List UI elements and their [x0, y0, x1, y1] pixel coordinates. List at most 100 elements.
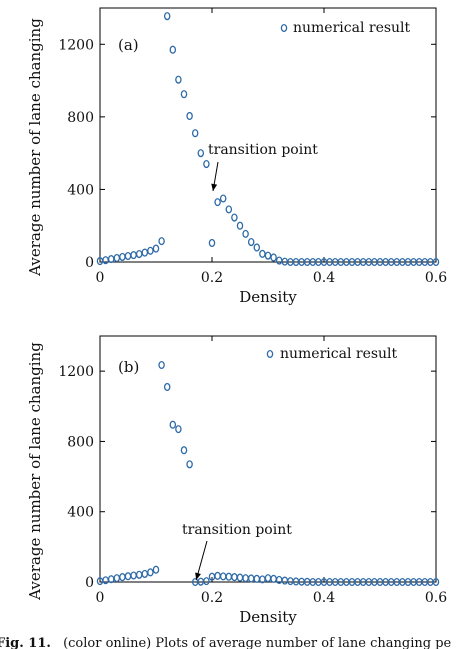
data-point — [141, 248, 149, 257]
data-point — [180, 90, 188, 99]
data-point — [135, 570, 143, 579]
data-point — [264, 574, 272, 583]
data-point — [130, 251, 137, 260]
y-axis-label: Average number of lane changing — [26, 18, 44, 277]
data-point — [130, 571, 137, 580]
x-tick-label: 0 — [96, 270, 105, 286]
y-tick-label: 0 — [85, 255, 94, 271]
data-point — [163, 12, 171, 21]
data-point — [292, 577, 300, 586]
data-point — [259, 249, 266, 258]
data-point — [242, 574, 249, 583]
data-point — [175, 75, 182, 84]
data-point — [219, 194, 227, 203]
data-point — [124, 572, 132, 581]
data-point — [203, 577, 210, 586]
data-point — [203, 159, 210, 169]
data-point — [247, 574, 255, 583]
data-point — [180, 446, 188, 455]
caption-label: Fig. 11. — [0, 636, 51, 649]
data-point — [231, 213, 238, 222]
data-point — [225, 205, 233, 214]
data-point — [208, 238, 216, 248]
x-tick-label: 0.6 — [425, 590, 447, 606]
plot-frame — [99, 335, 437, 583]
data-point — [175, 425, 182, 434]
legend-label: numerical result — [293, 20, 411, 36]
data-point — [253, 574, 261, 583]
x-tick-label: 0.4 — [313, 270, 335, 286]
data-point — [107, 255, 115, 264]
data-point — [141, 569, 149, 578]
x-tick-label: 0.4 — [313, 590, 335, 606]
caption-text: (color online) Plots of average number o… — [63, 636, 451, 649]
panel-label: (b) — [118, 358, 139, 376]
data-point — [169, 420, 177, 429]
data-point — [147, 246, 154, 255]
y-tick-label: 400 — [67, 182, 94, 198]
y-axis-label: Average number of lane changing — [26, 342, 44, 601]
figure-caption: Fig. 11. (color online) Plots of average… — [0, 636, 452, 649]
data-point — [253, 243, 261, 252]
data-point — [432, 577, 440, 587]
data-point — [214, 198, 221, 207]
data-point — [242, 229, 249, 238]
data-point — [158, 360, 165, 370]
data-point — [197, 149, 205, 158]
data-point — [214, 571, 221, 580]
data-point — [152, 244, 160, 253]
x-tick-label: 0.2 — [201, 270, 223, 286]
data-point — [102, 576, 109, 585]
data-point — [186, 460, 193, 469]
x-tick-label: 0 — [96, 590, 105, 606]
data-point — [113, 574, 121, 583]
legend-marker — [280, 23, 288, 33]
data-point — [119, 252, 126, 261]
y-tick-label: 400 — [67, 505, 94, 521]
data-point — [135, 249, 143, 259]
data-point — [275, 256, 283, 265]
data-point — [158, 237, 165, 246]
y-tick-label: 0 — [85, 575, 94, 591]
data-point — [124, 251, 132, 261]
data-point — [102, 256, 109, 265]
data-point — [236, 221, 244, 230]
data-point — [281, 576, 289, 585]
plot-frame — [99, 7, 437, 263]
data-point — [247, 237, 255, 247]
data-point — [270, 574, 277, 583]
x-axis-label: Density — [239, 608, 297, 626]
data-point — [169, 45, 177, 54]
data-point — [147, 568, 154, 577]
x-tick-label: 0.6 — [425, 270, 447, 286]
annotation-arrowhead — [195, 572, 201, 580]
legend-marker — [266, 349, 274, 359]
data-point — [264, 251, 272, 260]
annotation-label: transition point — [182, 522, 292, 538]
data-point — [225, 572, 233, 581]
data-point — [219, 572, 227, 581]
data-point — [287, 577, 294, 586]
data-point — [191, 129, 199, 138]
legend-label: numerical result — [280, 346, 398, 362]
data-point — [231, 573, 238, 582]
data-point — [119, 573, 126, 582]
chart-panel-b: 0 0.2 0.4 0.6 0 400 800 1200 Density Average numb… — [26, 335, 447, 626]
data-point — [113, 253, 121, 263]
y-tick-label: 800 — [67, 110, 94, 126]
x-tick-label: 0.2 — [201, 590, 223, 606]
x-axis-label: Density — [239, 288, 297, 306]
data-point — [163, 382, 171, 392]
panel-label: (a) — [118, 36, 139, 54]
y-tick-label: 800 — [67, 434, 94, 450]
chart-panel-a: 0 0.2 0.4 0.6 0 400 800 1200 Density Average numb… — [26, 7, 447, 306]
y-tick-label: 1200 — [58, 37, 94, 53]
data-point — [432, 257, 440, 267]
data-point — [152, 565, 160, 574]
data-point — [270, 253, 277, 262]
annotation-label: transition point — [208, 142, 318, 158]
data-point — [236, 573, 244, 582]
y-tick-label: 1200 — [58, 364, 94, 380]
data-point — [186, 111, 193, 120]
